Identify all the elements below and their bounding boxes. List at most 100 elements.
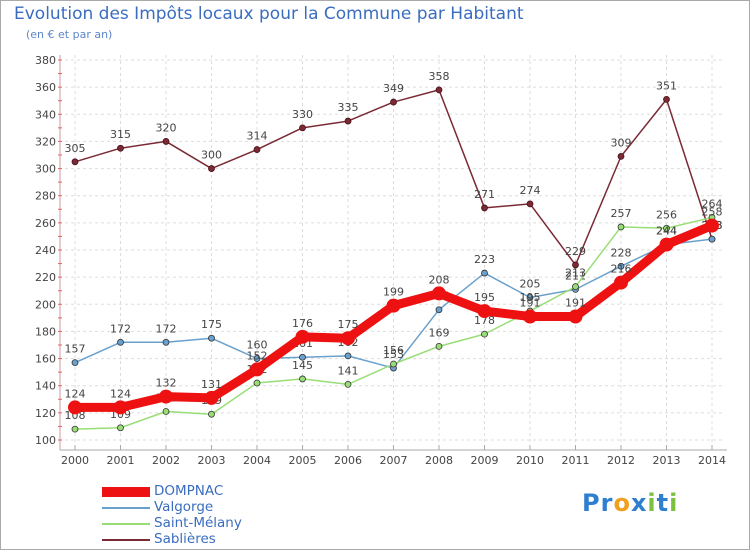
data-point xyxy=(481,330,488,338)
data-label: 223 xyxy=(474,253,495,266)
legend-label: Saint-Mélany xyxy=(154,515,242,531)
data-label: 175 xyxy=(338,318,359,331)
y-tick-label: 120 xyxy=(35,407,56,420)
data-point xyxy=(208,334,215,342)
data-label: 300 xyxy=(201,149,222,162)
data-point xyxy=(162,408,170,415)
data-label: 175 xyxy=(201,318,222,331)
data-point xyxy=(162,138,170,145)
data-point xyxy=(113,400,128,415)
data-point xyxy=(159,389,173,404)
data-point xyxy=(253,146,261,153)
data-label: 141 xyxy=(338,364,359,377)
data-point xyxy=(299,375,306,383)
data-label: 335 xyxy=(338,101,359,114)
data-label: 256 xyxy=(656,208,677,221)
data-label: 258 xyxy=(702,206,723,219)
data-label: 152 xyxy=(247,349,268,362)
data-label: 178 xyxy=(474,314,495,327)
legend-label: Valgorge xyxy=(154,499,214,515)
data-label: 191 xyxy=(520,297,541,310)
data-point xyxy=(253,355,261,362)
y-tick-label: 200 xyxy=(35,298,56,311)
legend-swatch-valgorge xyxy=(102,507,150,509)
y-tick-label: 280 xyxy=(35,190,56,203)
data-point xyxy=(477,304,492,319)
data-point xyxy=(250,362,264,377)
data-point xyxy=(481,204,488,212)
data-label: 157 xyxy=(65,343,86,356)
legend-item: Saint-Mélany xyxy=(102,515,402,531)
data-point xyxy=(435,86,443,94)
y-tick-label: 360 xyxy=(35,81,56,94)
data-point xyxy=(568,309,583,324)
chart-subtitle: (en € et par an) xyxy=(26,28,113,41)
data-point xyxy=(386,298,401,313)
data-point xyxy=(162,338,170,346)
data-point xyxy=(435,342,443,350)
legend-label: DOMPNAC xyxy=(154,483,224,499)
data-label: 351 xyxy=(656,79,677,92)
data-point xyxy=(117,424,124,432)
data-label: 274 xyxy=(520,184,541,197)
data-point xyxy=(204,390,219,405)
data-point xyxy=(708,235,716,243)
data-point xyxy=(71,359,79,367)
legend-swatch-dompnac xyxy=(102,487,150,497)
data-point xyxy=(295,329,310,344)
data-point xyxy=(659,237,674,252)
data-point xyxy=(299,124,306,132)
data-label: 191 xyxy=(565,297,586,310)
data-label: 108 xyxy=(65,409,86,422)
brand-letter: i xyxy=(647,489,657,517)
brand-letter: P xyxy=(582,489,601,517)
y-tick-label: 180 xyxy=(35,325,56,338)
series-valgorge: 1571721721751601611621531962232052112282… xyxy=(65,219,723,372)
data-point xyxy=(526,294,534,301)
chart-title: Evolution des Impôts locaux pour la Comm… xyxy=(14,4,524,24)
x-tick-label: 2004 xyxy=(243,454,271,467)
data-label: 228 xyxy=(611,246,632,259)
data-label: 153 xyxy=(383,348,404,361)
data-label: 199 xyxy=(383,286,404,299)
data-point xyxy=(344,117,352,125)
x-tick-label: 2005 xyxy=(289,454,317,467)
data-label: 131 xyxy=(201,378,222,391)
y-tick-label: 320 xyxy=(35,135,56,148)
y-tick-label: 340 xyxy=(35,108,56,121)
x-tick-label: 2006 xyxy=(334,454,362,467)
data-label: 160 xyxy=(247,339,268,352)
data-point xyxy=(390,98,397,106)
data-label: 124 xyxy=(65,387,86,400)
data-point xyxy=(341,331,355,346)
x-tick-label: 2013 xyxy=(653,454,681,467)
data-point xyxy=(523,309,537,324)
data-point xyxy=(705,218,719,233)
legend-item: DOMPNAC xyxy=(102,483,402,499)
x-tick-label: 2009 xyxy=(471,454,499,467)
data-point xyxy=(253,379,261,387)
data-point xyxy=(117,144,124,152)
legend: DOMPNAC Valgorge Saint-Mélany Sablières xyxy=(102,483,402,547)
data-point xyxy=(617,152,625,160)
y-tick-label: 100 xyxy=(35,434,56,447)
data-label: 145 xyxy=(292,359,313,372)
data-label: 314 xyxy=(247,130,268,143)
data-label: 349 xyxy=(383,82,404,95)
axes: 100 120 140 160 180 200 220 240 260 280 300 320 340 3… xyxy=(35,54,727,467)
x-tick-label: 2010 xyxy=(516,454,544,467)
y-tick-label: 160 xyxy=(35,353,56,366)
x-tick-label: 2003 xyxy=(198,454,226,467)
data-label: 172 xyxy=(110,322,131,335)
data-point xyxy=(526,200,534,208)
data-point xyxy=(572,283,579,291)
x-tick-label: 2000 xyxy=(61,454,89,467)
y-tick-label: 240 xyxy=(35,244,56,257)
data-label: 132 xyxy=(156,377,177,390)
data-label: 156 xyxy=(383,344,404,357)
data-point xyxy=(435,306,443,314)
data-point xyxy=(71,425,79,433)
data-point xyxy=(481,269,488,277)
